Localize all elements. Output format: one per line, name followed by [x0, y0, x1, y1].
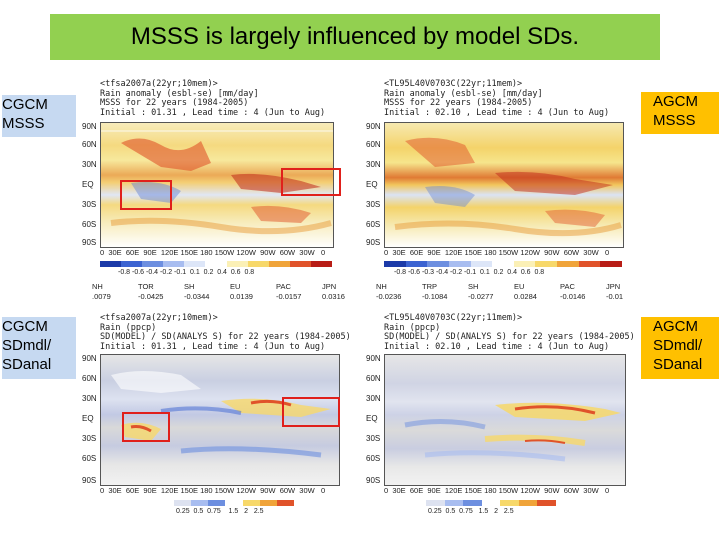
lat-tick: 60S — [82, 220, 97, 229]
panel-cgcm-sd: <tfsa2007a(22yr;10mem)> Rain (ppcp) SD(M… — [82, 312, 352, 524]
colorbar-labels: 0.25 0.5 0.75 1.5 2 2.5 — [428, 508, 514, 515]
lat-tick: 60S — [82, 454, 97, 463]
stat-name: TRP — [422, 282, 437, 291]
stat-name: TOR — [138, 282, 154, 291]
lat-tick: 60S — [366, 454, 381, 463]
stat-value: .0079 — [92, 292, 111, 301]
stat-name: SH — [184, 282, 195, 291]
lat-tick: 90N — [82, 354, 97, 363]
panel-header: <TL95L40V0703C(22yr;11mem)> Rain anomaly… — [384, 79, 610, 118]
msss-map — [100, 122, 334, 248]
stat-value: -0.0146 — [560, 292, 586, 301]
highlight-box-pacific-sd — [282, 397, 340, 427]
panel-agcm-msss: <TL95L40V0703C(22yr;11mem)> Rain anomaly… — [366, 78, 638, 306]
stat-name: PAC — [276, 282, 291, 291]
label-agcm-sd: AGCM SDmdl/ SDanal — [641, 317, 719, 379]
colorbar-labels: -0.8 -0.6 -0.4 -0.2 -0.1 0.1 0.2 0.4 0.6… — [118, 269, 255, 276]
colorbar-labels: 0.25 0.5 0.75 1.5 2 2.5 — [176, 508, 264, 515]
stats-names: NH TOR SH EU PAC JPN — [92, 282, 368, 291]
lon-ticks: 0 30E 60E 90E 120E 150E 180 150W 120W 90… — [100, 248, 326, 257]
stat-name: JPN — [606, 282, 621, 291]
stat-name: SH — [468, 282, 479, 291]
lat-tick: EQ — [82, 414, 94, 423]
stat-value: -0.0236 — [376, 292, 402, 301]
panel-agcm-sd: <TL95L40V0703C(22yr;11mem)> Rain (ppcp) … — [366, 312, 638, 524]
lat-tick: 30N — [82, 160, 97, 169]
lat-tick: 60S — [366, 220, 381, 229]
label-cgcm-msss: CGCM MSSS — [2, 95, 76, 137]
stats-values: -0.0236 -0.1084 -0.0277 0.0284 -0.0146 -0.01 — [376, 292, 652, 301]
stat-value: -0.0277 — [468, 292, 494, 301]
lat-tick: EQ — [366, 180, 378, 189]
panel-cgcm-msss: <tfsa2007a(22yr;10mem)> Rain anomaly (es… — [82, 78, 352, 306]
lat-tick: 30S — [366, 434, 381, 443]
lat-tick: 90S — [82, 476, 97, 485]
msss-map — [384, 122, 624, 248]
map-overlay — [101, 123, 333, 247]
lat-tick: 30S — [366, 200, 381, 209]
label-agcm-msss: AGCM MSSS — [641, 92, 719, 134]
stat-name: NH — [92, 282, 103, 291]
lat-tick: 60N — [366, 374, 381, 383]
stat-value: -0.0157 — [276, 292, 302, 301]
lat-tick: 30N — [366, 160, 381, 169]
lon-ticks: 0 30E 60E 90E 120E 150E 180 150W 120W 90… — [100, 486, 326, 495]
sd-map — [384, 354, 626, 486]
highlight-box-indian-ocean-msss — [120, 180, 172, 210]
lat-tick: EQ — [366, 414, 378, 423]
slide-title: MSSS is largely influenced by model SDs. — [50, 14, 660, 60]
msss-colorbar — [384, 261, 623, 267]
msss-colorbar — [100, 261, 333, 267]
panel-header: <tfsa2007a(22yr;10mem)> Rain (ppcp) SD(M… — [100, 313, 351, 352]
label-cgcm-sd: CGCM SDmdl/ SDanal — [2, 317, 76, 379]
panel-header: <TL95L40V0703C(22yr;11mem)> Rain (ppcp) … — [384, 313, 635, 352]
lat-tick: 90N — [366, 122, 381, 131]
lat-tick: 90S — [366, 476, 381, 485]
lat-tick: 30N — [366, 394, 381, 403]
stat-name: EU — [230, 282, 241, 291]
highlight-box-indian-ocean-sd — [122, 412, 170, 442]
colorbar-labels: -0.8 -0.6 -0.3 -0.4 -0.2 -0.1 0.1 0.2 0.… — [394, 269, 545, 276]
lat-tick: 60N — [82, 140, 97, 149]
stat-value: 0.0139 — [230, 292, 253, 301]
stat-name: PAC — [560, 282, 575, 291]
lat-tick: 60N — [366, 140, 381, 149]
lon-ticks: 0 30E 60E 90E 120E 150E 180 150W 120W 90… — [384, 486, 610, 495]
stat-value: -0.01 — [606, 292, 624, 301]
map-overlay — [111, 371, 331, 458]
lat-tick: 30S — [82, 200, 97, 209]
sd-map — [100, 354, 340, 486]
stat-name: JPN — [322, 282, 337, 291]
map-overlay — [404, 402, 621, 462]
stat-name: NH — [376, 282, 387, 291]
lat-tick: 90S — [366, 238, 381, 247]
stat-value: -0.0425 — [138, 292, 164, 301]
lat-tick: 90N — [366, 354, 381, 363]
stats-names: NH TRP SH EU PAC JPN — [376, 282, 652, 291]
lon-ticks: 0 30E 60E 90E 120E 150E 180 150W 120W 90… — [384, 248, 610, 257]
stat-value: 0.0284 — [514, 292, 537, 301]
highlight-box-pacific-msss — [281, 168, 341, 196]
panel-header: <tfsa2007a(22yr;10mem)> Rain anomaly (es… — [100, 79, 326, 118]
sd-colorbar — [426, 500, 557, 506]
map-overlay — [394, 137, 622, 237]
stat-value: -0.1084 — [422, 292, 448, 301]
lat-tick: 30S — [82, 434, 97, 443]
stat-value: -0.0344 — [184, 292, 210, 301]
lat-tick: 90N — [82, 122, 97, 131]
sd-colorbar — [174, 500, 294, 506]
lat-tick: 60N — [82, 374, 97, 383]
lat-tick: 30N — [82, 394, 97, 403]
stats-values: .0079 -0.0425 -0.0344 0.0139 -0.0157 0.0316 — [92, 292, 368, 301]
lat-tick: EQ — [82, 180, 94, 189]
stat-name: EU — [514, 282, 525, 291]
lat-tick: 90S — [82, 238, 97, 247]
stat-value: 0.0316 — [322, 292, 345, 301]
